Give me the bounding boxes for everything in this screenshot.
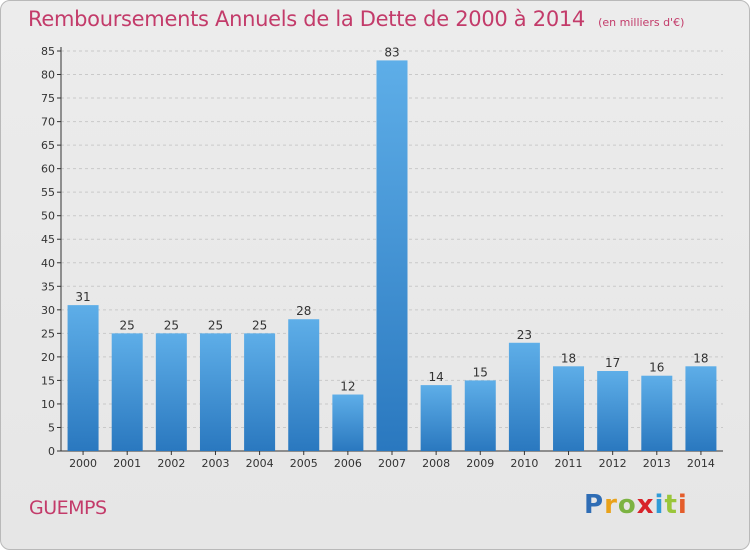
bar <box>288 319 320 451</box>
bars <box>67 60 717 451</box>
y-tick-label: 60 <box>41 163 55 176</box>
bar-value-label: 25 <box>208 318 223 332</box>
bar-value-label: 18 <box>561 351 576 365</box>
y-tick-label: 85 <box>41 45 55 58</box>
bar-value-label: 16 <box>649 361 664 375</box>
y-tick-label: 40 <box>41 257 55 270</box>
logo-letter: x <box>636 490 655 520</box>
title-row: Remboursements Annuels de la Dette de 20… <box>28 7 684 31</box>
bar-value-label: 31 <box>75 290 90 304</box>
logo-letter: P <box>584 490 605 520</box>
bar <box>199 333 231 451</box>
x-tick-label: 2001 <box>113 457 141 470</box>
bar-value-label: 18 <box>693 351 708 365</box>
y-tick-label: 15 <box>41 374 55 387</box>
y-tick-label: 20 <box>41 351 55 364</box>
bar <box>553 366 585 451</box>
bar <box>155 333 187 451</box>
x-tick-label: 2000 <box>69 457 97 470</box>
bar <box>641 375 673 451</box>
x-tick-label: 2007 <box>378 457 406 470</box>
x-tick-label: 2006 <box>334 457 362 470</box>
bar-value-label: 12 <box>340 380 355 394</box>
bar <box>685 366 717 451</box>
bar-value-label: 25 <box>120 318 135 332</box>
chart-subtitle: (en milliers d'€) <box>598 16 685 29</box>
bar-value-label: 23 <box>517 328 532 342</box>
x-tick-label: 2002 <box>157 457 185 470</box>
x-tick-label: 2004 <box>246 457 274 470</box>
x-tick-label: 2008 <box>422 457 450 470</box>
x-tick-label: 2014 <box>687 457 715 470</box>
y-tick-label: 25 <box>41 327 55 340</box>
bar <box>376 60 408 451</box>
bar-value-label: 25 <box>252 318 267 332</box>
y-tick-label: 50 <box>41 210 55 223</box>
bar <box>67 305 99 451</box>
y-tick-label: 0 <box>48 445 55 458</box>
y-tick-label: 5 <box>48 421 55 434</box>
bar <box>597 371 629 451</box>
x-tick-label: 2005 <box>290 457 318 470</box>
logo-letter: r <box>604 490 618 520</box>
bar-value-label: 17 <box>605 356 620 370</box>
data-labels: 31 25 25 25 25 28 12 83 14 15 23 18 17 16 18 <box>75 45 708 393</box>
bar <box>111 333 143 451</box>
axes: 0 5 10 15 20 25 30 35 40 45 50 55 60 65 70 75 80 85 2000 20… <box>41 45 723 470</box>
bar-value-label: 14 <box>428 370 443 384</box>
x-tick-label: 2010 <box>510 457 538 470</box>
y-tick-label: 30 <box>41 304 55 317</box>
y-tick-label: 75 <box>41 92 55 105</box>
x-tick-label: 2011 <box>555 457 583 470</box>
x-tick-label: 2009 <box>466 457 494 470</box>
x-tick-label: 2003 <box>201 457 229 470</box>
logo-letter: o <box>617 490 637 520</box>
bar <box>420 385 452 451</box>
logo-letter: i <box>677 490 688 520</box>
logo-letter: i <box>654 490 665 520</box>
y-tick-label: 10 <box>41 398 55 411</box>
x-tick-label: 2012 <box>599 457 627 470</box>
commune-name: GUEMPS <box>29 497 107 519</box>
bar <box>464 380 496 451</box>
proxiti-logo: Proxiti <box>584 490 688 520</box>
x-tick-label: 2013 <box>643 457 671 470</box>
y-tick-label: 70 <box>41 116 55 129</box>
bar-value-label: 15 <box>473 365 488 379</box>
logo-letter: t <box>664 490 678 520</box>
bar <box>508 342 540 451</box>
y-tick-label: 65 <box>41 139 55 152</box>
bar-value-label: 25 <box>164 318 179 332</box>
bar <box>244 333 276 451</box>
bar <box>332 394 364 451</box>
bar-value-label: 83 <box>384 45 399 59</box>
y-tick-label: 35 <box>41 280 55 293</box>
chart-title: Remboursements Annuels de la Dette de 20… <box>28 7 585 31</box>
bar-value-label: 28 <box>296 304 311 318</box>
y-tick-label: 55 <box>41 186 55 199</box>
y-tick-label: 80 <box>41 69 55 82</box>
y-tick-label: 45 <box>41 233 55 246</box>
